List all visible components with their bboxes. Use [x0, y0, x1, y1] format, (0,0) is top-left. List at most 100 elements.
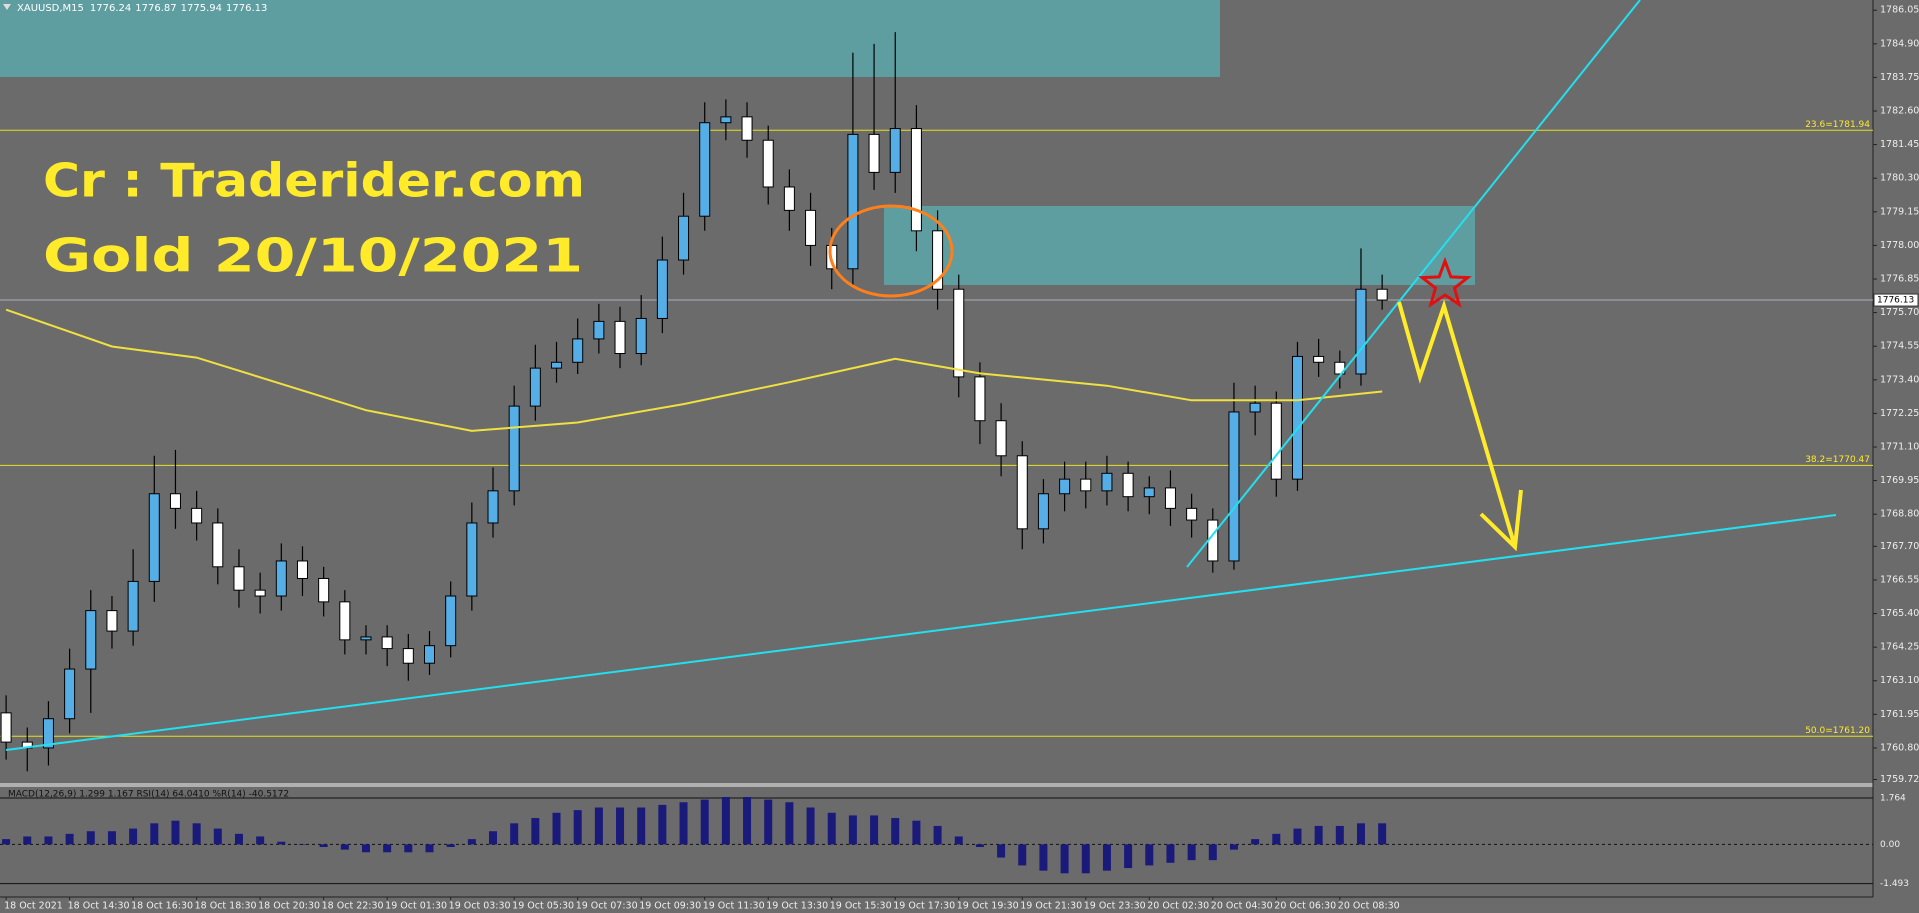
menu-arrow	[3, 4, 11, 10]
candle-body	[847, 133, 859, 270]
candle-body	[318, 577, 330, 603]
macd-bar	[1293, 828, 1302, 845]
macd-bar	[1229, 844, 1238, 850]
candle-body	[1270, 402, 1282, 480]
watermark: Gold 20/10/2021	[43, 229, 583, 283]
macd-bar	[616, 807, 625, 845]
candle-body	[805, 209, 817, 246]
macd-bar	[870, 815, 879, 845]
candle-body	[1186, 507, 1198, 521]
macd-bar	[1187, 844, 1196, 861]
macd-bar	[975, 844, 984, 847]
candle-body	[572, 338, 584, 363]
macd-bar	[425, 844, 434, 853]
candle-body	[233, 566, 245, 591]
x-tick-label: 19 Oct 09:30	[639, 901, 701, 912]
supply-zone	[0, 0, 1220, 77]
fib-label: 50.0=1761.20	[1805, 726, 1870, 736]
macd-bar	[891, 818, 900, 845]
macd-bar	[213, 828, 222, 845]
macd-bar	[912, 820, 921, 845]
macd-bar	[171, 820, 180, 845]
macd-bar	[150, 823, 159, 845]
current-price-box	[1873, 293, 1919, 307]
candle-body	[339, 601, 351, 641]
trendline	[1186, 0, 1641, 568]
candle-body	[1291, 355, 1303, 480]
y-tick-label: 1786.05	[1880, 5, 1919, 16]
macd-bar	[1314, 825, 1323, 845]
macd-bar	[1251, 839, 1260, 845]
x-tick-label: 19 Oct 17:30	[893, 901, 955, 912]
y-tick-label: 1759.72	[1880, 774, 1919, 785]
candle-body	[424, 645, 435, 664]
macd-bar	[340, 844, 349, 850]
macd-bar	[721, 797, 730, 845]
x-tick-label: 19 Oct 07:30	[576, 901, 638, 912]
x-tick-label: 20 Oct 08:30	[1338, 901, 1400, 912]
x-tick-label: 19 Oct 23:30	[1084, 901, 1146, 912]
fib-label: 23.6=1781.94	[1805, 120, 1870, 130]
candle-body	[106, 610, 118, 632]
macd-bar	[1145, 844, 1154, 866]
macd-bar	[1102, 844, 1111, 871]
moving-average	[5, 308, 1383, 432]
macd-bar	[1124, 844, 1133, 869]
macd-bar	[107, 831, 116, 845]
y-tick-label: 1773.40	[1880, 374, 1919, 385]
y-tick-label: 1776.85	[1880, 274, 1919, 285]
y-tick-label: 1778.00	[1880, 240, 1919, 251]
y-tick-label: 1781.45	[1880, 139, 1919, 150]
macd-bar	[1272, 833, 1281, 845]
macd-bar	[1378, 823, 1387, 845]
macd-bar	[827, 812, 836, 845]
y-tick-label: 1769.95	[1880, 475, 1919, 486]
macd-bar	[489, 831, 498, 845]
candle-body	[995, 420, 1007, 457]
indicator-tick-label: 0.00	[1880, 840, 1900, 850]
macd-bar	[86, 831, 95, 845]
candle-body	[1355, 288, 1367, 375]
macd-bar	[1018, 844, 1027, 866]
macd-bar	[764, 799, 773, 845]
candle-body	[402, 648, 414, 664]
y-tick-label: 1775.70	[1880, 307, 1919, 318]
macd-bar	[298, 844, 307, 845]
candle-body	[360, 636, 372, 641]
candle-body	[1249, 402, 1261, 413]
candle-body	[974, 376, 986, 422]
x-tick-label: 18 Oct 2021	[4, 901, 63, 912]
macd-bar	[383, 844, 392, 853]
candle-body	[529, 367, 541, 407]
y-tick-label: 1779.15	[1880, 206, 1919, 217]
macd-bar	[552, 812, 561, 845]
resistance-zone	[884, 206, 1475, 285]
x-tick-label: 19 Oct 05:30	[512, 901, 574, 912]
y-tick-label: 1771.10	[1880, 442, 1919, 453]
watermark: Cr : Traderider.com	[43, 154, 585, 208]
x-tick-label: 18 Oct 14:30	[68, 901, 130, 912]
candle-body	[551, 361, 563, 369]
candle-body	[0, 712, 12, 743]
candle-body	[1164, 487, 1176, 509]
macd-bar	[806, 807, 815, 845]
candle-body	[487, 490, 499, 524]
candle-body	[1143, 487, 1155, 498]
candle-body	[1228, 411, 1240, 562]
candle-body	[1101, 472, 1113, 492]
x-tick-label: 20 Oct 06:30	[1274, 901, 1336, 912]
macd-bar	[954, 836, 963, 845]
candle-body	[64, 668, 76, 720]
x-tick-label: 18 Oct 22:30	[322, 901, 384, 912]
arrow-head	[1479, 489, 1523, 552]
candle-body	[254, 589, 266, 597]
annotations: XAUUSD,M15 1776.24 1776.87 1775.94 1776.13 C…	[3, 0, 1837, 800]
macd-bar	[1081, 844, 1090, 874]
y-tick-label: 1760.80	[1880, 742, 1919, 753]
macd-bar	[594, 807, 603, 845]
macd-bar	[319, 844, 328, 847]
x-tick-label: 18 Oct 16:30	[131, 901, 193, 912]
macd-bar	[658, 804, 667, 845]
macd-bar	[192, 823, 201, 845]
y-tick-label: 1772.25	[1880, 408, 1919, 419]
